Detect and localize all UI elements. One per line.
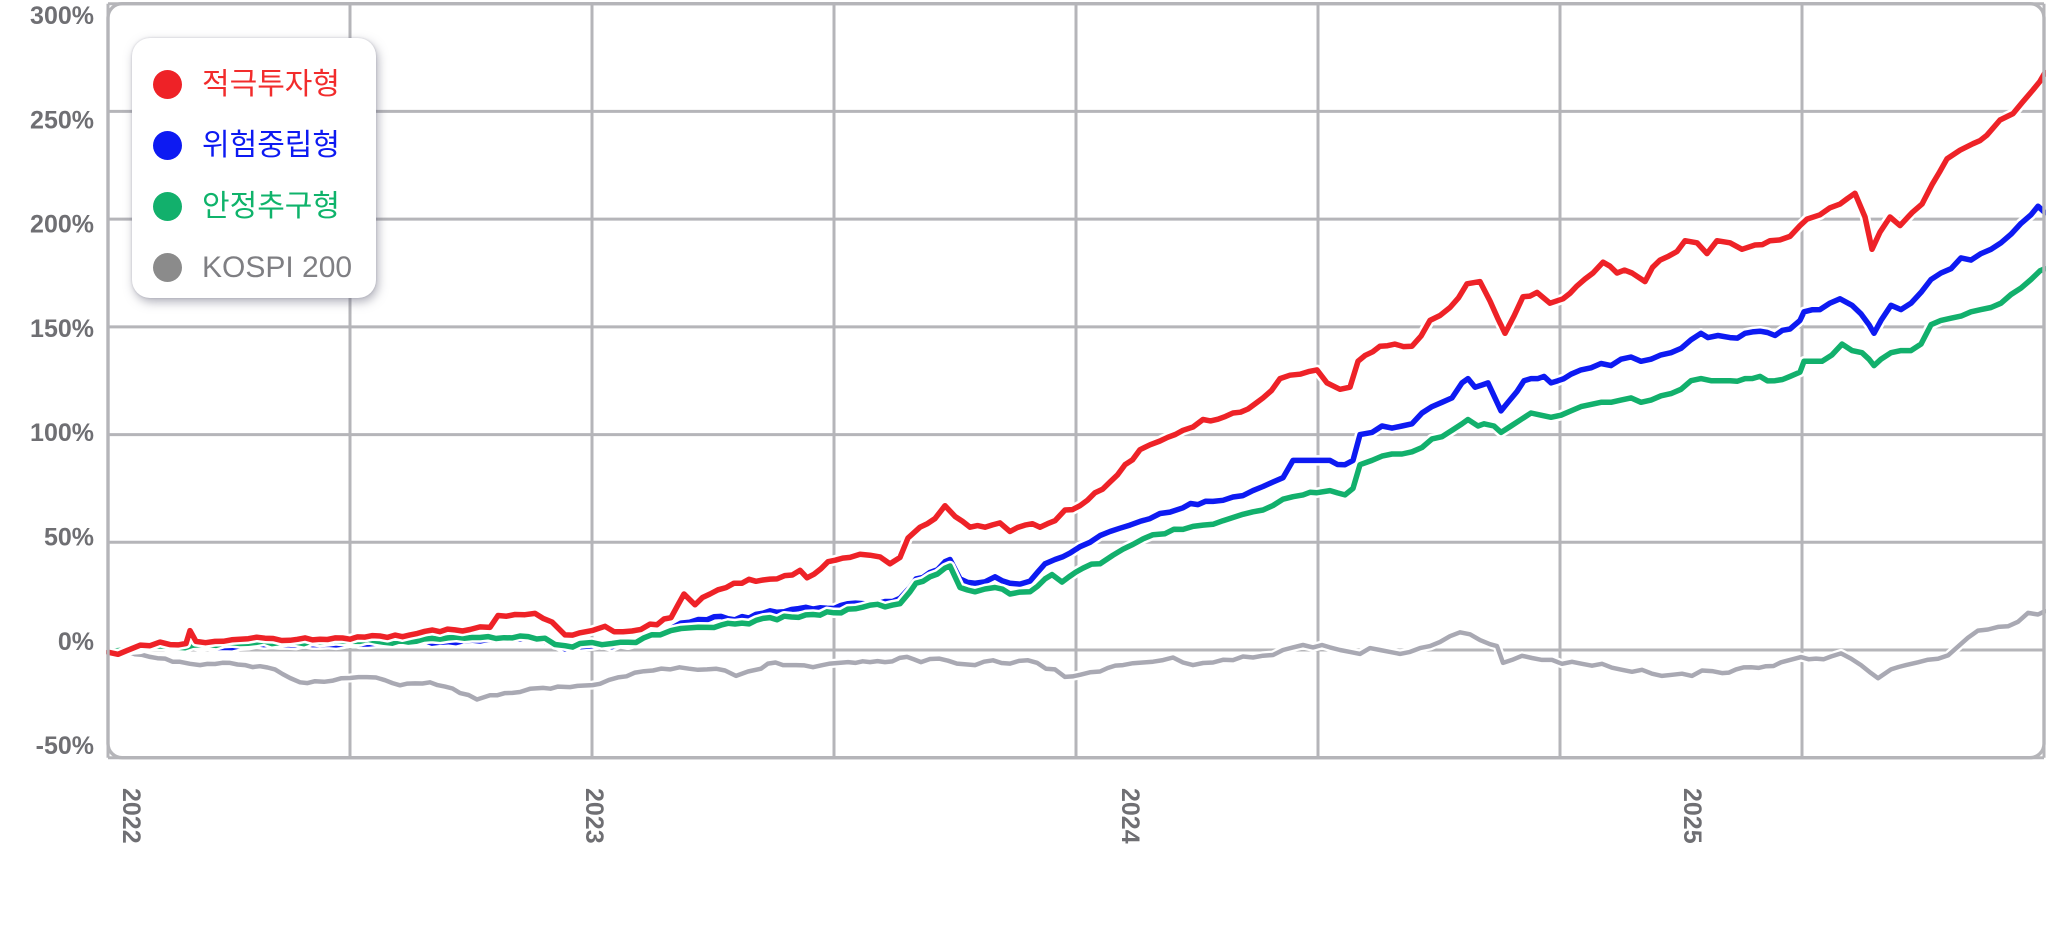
legend-label-neutral: 위험중립형 bbox=[202, 128, 340, 162]
plot-frame bbox=[106, 2, 2046, 760]
aggressive-series-dot-icon bbox=[153, 70, 182, 99]
series-line-stable bbox=[106, 265, 2046, 655]
legend-label-aggressive: 적극투자형 bbox=[202, 67, 340, 101]
legend-label-kospi200: KOSPI 200 bbox=[202, 250, 353, 284]
series-line-kospi200 bbox=[106, 608, 2046, 702]
y-tick-label-50: 50% bbox=[44, 524, 94, 552]
y-tick-label-0: 0% bbox=[58, 628, 94, 656]
kospi200-series-dot-icon bbox=[153, 253, 182, 282]
y-tick-label-200: 200% bbox=[30, 211, 94, 239]
neutral-series-dot-icon bbox=[153, 131, 182, 160]
y-tick-label--50: -50% bbox=[36, 732, 94, 760]
stable-series-dot-icon bbox=[153, 192, 182, 221]
x-tick-label-2024: 2024 bbox=[1116, 788, 1144, 844]
x-tick-label-2025: 2025 bbox=[1678, 788, 1706, 844]
legend-item-kospi200: KOSPI 200 bbox=[153, 237, 376, 298]
legend-label-stable: 안정추구형 bbox=[202, 189, 340, 223]
legend-item-aggressive: 적극투자형 bbox=[153, 54, 376, 115]
y-tick-label-300: 300% bbox=[30, 2, 94, 30]
legend: 적극투자형 위험중립형 안정추구형 KOSPI 200 bbox=[132, 38, 376, 298]
legend-item-neutral: 위험중립형 bbox=[153, 115, 376, 176]
x-tick-label-2023: 2023 bbox=[580, 788, 608, 844]
series-line-aggressive bbox=[106, 69, 2046, 658]
y-tick-label-150: 150% bbox=[30, 315, 94, 343]
legend-item-stable: 안정추구형 bbox=[153, 176, 376, 237]
y-tick-label-250: 250% bbox=[30, 106, 94, 134]
x-tick-label-2022: 2022 bbox=[117, 788, 145, 844]
y-tick-label-100: 100% bbox=[30, 419, 94, 447]
